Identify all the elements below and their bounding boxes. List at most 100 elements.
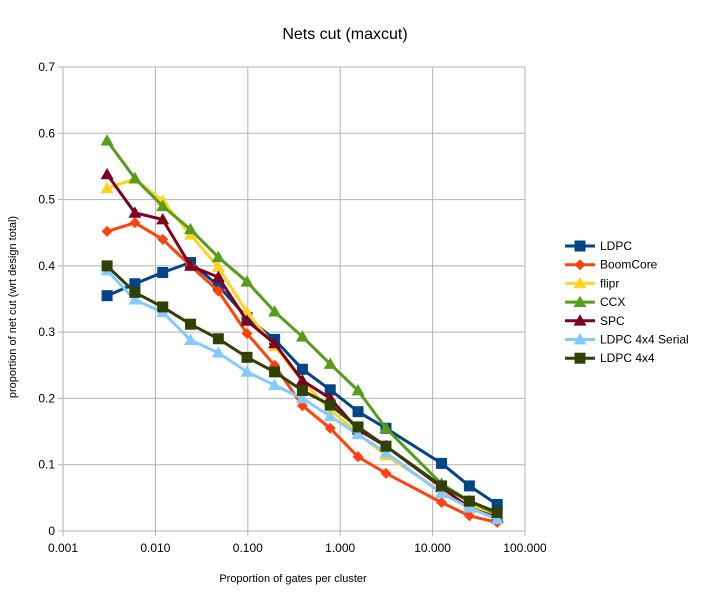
- data-point-spc: [211, 270, 225, 283]
- data-point-ldpc-4x4-serial: [435, 486, 449, 499]
- y-tick-label: 0.5: [38, 193, 55, 207]
- data-point-ldpc: [101, 290, 113, 302]
- data-point-ldpc: [157, 266, 169, 278]
- data-point-boomcore: [352, 451, 364, 463]
- x-tick-label: 0.001: [48, 541, 78, 555]
- y-tick-label: 0.2: [38, 391, 55, 405]
- data-point-ldpc: [324, 384, 336, 396]
- data-point-ccx: [351, 383, 365, 396]
- data-point-ldpc: [352, 406, 364, 418]
- data-point-ldpc-4x4: [491, 506, 503, 518]
- data-point-spc: [240, 314, 254, 326]
- data-point-ldpc: [129, 278, 141, 290]
- x-tick-label: 0.100: [233, 541, 263, 555]
- data-point-spc: [295, 374, 309, 386]
- data-point-ldpc-4x4: [296, 384, 308, 396]
- data-point-ldpc-4x4: [436, 480, 448, 492]
- data-point-ccx: [295, 330, 309, 342]
- data-point-ldpc-4x4-serial: [268, 378, 282, 391]
- x-tick-label: 100.000: [503, 541, 547, 555]
- data-point-boomcore: [463, 510, 475, 522]
- series-line-boomcore: [106, 221, 498, 524]
- data-point-ldpc-4x4-serial: [351, 427, 365, 440]
- data-point-ldpc-4x4: [212, 333, 224, 345]
- data-point-boomcore: [436, 496, 448, 508]
- data-point-ccx: [100, 134, 114, 146]
- series-group: [100, 134, 504, 528]
- data-point-ldpc: [463, 480, 475, 492]
- data-point-spc: [128, 206, 142, 218]
- data-point-ldpc-4x4-serial: [295, 391, 309, 404]
- data-point-boomcore: [324, 422, 336, 434]
- data-point-flipr: [211, 260, 225, 273]
- data-point-spc: [156, 212, 170, 225]
- data-point-boomcore: [129, 217, 141, 229]
- legend-item-ldpc-4x4-serial: LDPC 4x4 Serial: [565, 333, 689, 347]
- data-point-ldpc-4x4: [101, 260, 113, 272]
- data-point-ldpc-4x4-serial: [323, 409, 337, 422]
- data-point-ldpc-4x4: [463, 495, 475, 507]
- x-axis-title: Proportion of gates per cluster: [219, 573, 367, 585]
- legend-item-boomcore: BoomCore: [565, 258, 658, 272]
- legend-item-flipr: flipr: [565, 276, 619, 290]
- data-point-ccx: [128, 171, 142, 184]
- data-point-ldpc-4x4: [352, 421, 364, 433]
- data-point-ldpc-4x4: [157, 301, 169, 313]
- legend-item-ccx: CCX: [565, 295, 625, 309]
- legend-swatch-marker: [574, 352, 586, 364]
- plot-area-border: [62, 66, 526, 532]
- legend-label: BoomCore: [600, 258, 658, 272]
- legend-swatch-marker: [573, 314, 587, 326]
- data-point-ccx: [156, 199, 170, 212]
- legend-label: LDPC: [600, 239, 632, 253]
- x-tick-label: 10.000: [414, 541, 451, 555]
- data-point-ldpc: [491, 498, 503, 510]
- legend-swatch-marker: [574, 240, 586, 252]
- legend-label: CCX: [600, 295, 625, 309]
- data-point-ccx: [211, 250, 225, 263]
- data-point-ldpc-4x4-serial: [128, 293, 142, 305]
- data-point-ldpc-4x4: [380, 440, 392, 452]
- y-tick-label: 0: [48, 524, 55, 538]
- x-tick-label: 1.000: [325, 541, 355, 555]
- data-point-ccx: [240, 275, 254, 287]
- legend-swatch-marker: [573, 276, 587, 289]
- data-point-ccx: [268, 305, 282, 317]
- legend: LDPC BoomCore flipr CCX SPC LDPC 4x4 Serial LD…: [565, 239, 689, 365]
- data-point-ldpc-4x4-serial: [240, 365, 254, 377]
- y-tick-label: 0.7: [38, 60, 55, 74]
- data-point-ldpc-4x4: [324, 399, 336, 411]
- data-point-ldpc-4x4: [129, 286, 141, 298]
- legend-item-spc: SPC: [565, 314, 625, 328]
- data-point-ldpc-4x4-serial: [490, 512, 504, 524]
- data-point-boomcore: [101, 225, 113, 237]
- data-point-ldpc: [296, 363, 308, 375]
- chart-title: Nets cut (maxcut): [282, 26, 407, 43]
- data-point-boomcore: [157, 233, 169, 245]
- y-axis-title: proportion of net cut (wrt design total): [7, 216, 19, 398]
- data-point-spc: [184, 259, 198, 271]
- legend-item-ldpc: LDPC: [565, 239, 632, 253]
- data-point-ldpc-4x4-serial: [211, 346, 225, 358]
- series-ldpc-4x4: [101, 260, 503, 518]
- data-point-ldpc-4x4: [269, 366, 281, 378]
- y-tick-label: 0.1: [38, 458, 55, 472]
- data-point-boomcore: [241, 327, 253, 339]
- legend-label: LDPC 4x4 Serial: [600, 333, 689, 347]
- data-point-ldpc-4x4: [241, 351, 253, 363]
- data-point-flipr: [100, 181, 114, 194]
- x-axis-ticks: 0.001 0.010 0.100 1.000 10.000 100.000: [48, 531, 547, 555]
- data-point-ldpc-4x4-serial: [462, 501, 476, 513]
- legend-label: LDPC 4x4: [600, 351, 655, 365]
- data-point-ldpc-4x4-serial: [379, 446, 393, 458]
- data-point-boomcore: [212, 285, 224, 297]
- legend-item-ldpc-4x4: LDPC 4x4: [565, 351, 655, 365]
- y-tick-label: 0.3: [38, 325, 55, 339]
- legend-label: flipr: [600, 276, 619, 290]
- data-point-ldpc-4x4-serial: [184, 333, 198, 345]
- x-tick-label: 0.010: [140, 541, 170, 555]
- data-point-ccx: [379, 421, 393, 434]
